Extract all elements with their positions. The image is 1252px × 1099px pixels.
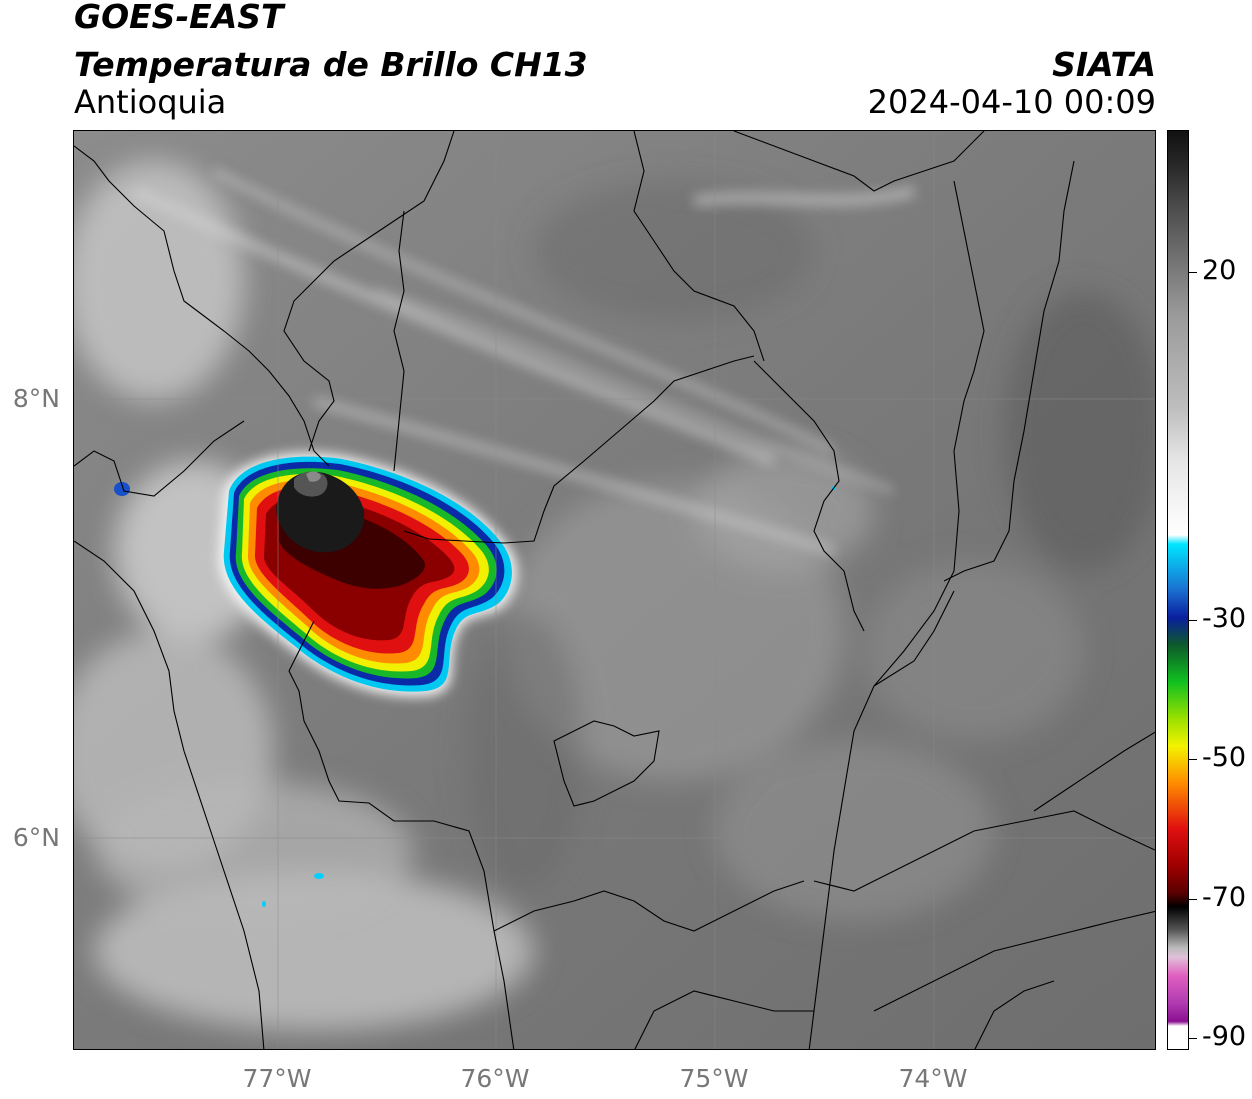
organization-label: SIATA bbox=[1052, 45, 1156, 84]
lon-label-76w: 76°W bbox=[460, 1064, 530, 1093]
cold-spot bbox=[262, 901, 266, 907]
colorbar-tick bbox=[1189, 1038, 1197, 1039]
lon-label-74w: 74°W bbox=[898, 1064, 968, 1093]
timestamp-label: 2024-04-10 00:09 bbox=[867, 83, 1156, 121]
convective-storm bbox=[218, 452, 518, 697]
lon-label-75w: 75°W bbox=[679, 1064, 749, 1093]
cold-spot bbox=[314, 873, 324, 879]
satellite-title: GOES-EAST bbox=[74, 0, 284, 36]
cold-spot bbox=[114, 482, 130, 496]
colorbar-label: 20 bbox=[1202, 255, 1237, 286]
map-canvas bbox=[74, 131, 1155, 1049]
lon-label-77w: 77°W bbox=[242, 1064, 312, 1093]
region-label: Antioquia bbox=[74, 83, 227, 121]
colorbar-tick bbox=[1189, 899, 1197, 900]
graticule bbox=[74, 131, 1155, 1049]
temperature-colorbar bbox=[1167, 130, 1189, 1050]
colorbar-label: -30 bbox=[1202, 603, 1247, 634]
cirrus-streaks bbox=[131, 167, 916, 556]
satellite-map[interactable] bbox=[73, 130, 1156, 1050]
colorbar-tick bbox=[1189, 620, 1197, 621]
colorbar-label: -50 bbox=[1202, 742, 1247, 773]
product-title: Temperatura de Brillo CH13 bbox=[74, 45, 588, 84]
lat-label-6n: 6°N bbox=[12, 823, 60, 852]
colorbar-label: -90 bbox=[1202, 1021, 1247, 1052]
colorbar-tick bbox=[1189, 759, 1197, 760]
boundaries bbox=[74, 131, 1155, 1049]
colorbar-tick bbox=[1189, 272, 1197, 273]
cloud-textures bbox=[74, 161, 1155, 1031]
lat-label-8n: 8°N bbox=[12, 384, 60, 413]
colorbar-label: -70 bbox=[1202, 882, 1247, 913]
